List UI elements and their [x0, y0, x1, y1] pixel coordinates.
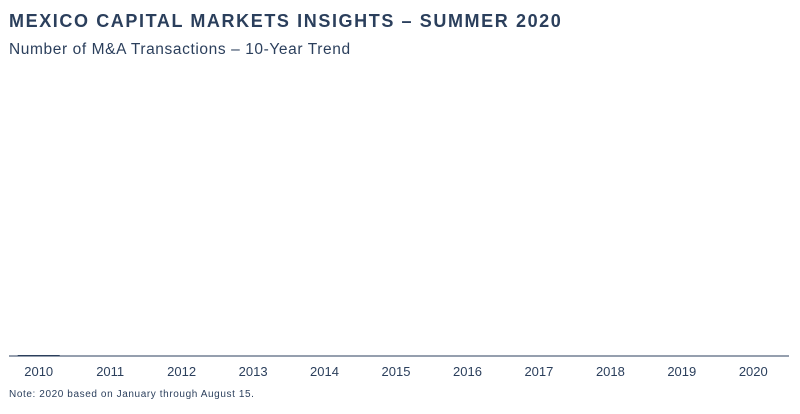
x-tick-label-2015: 2015	[382, 364, 411, 379]
x-tick-label-2013: 2013	[239, 364, 268, 379]
x-tick-label-2020: 2020	[739, 364, 768, 379]
x-tick-label-2019: 2019	[667, 364, 696, 379]
x-tick-label-2018: 2018	[596, 364, 625, 379]
x-tick-label-2010: 2010	[24, 364, 53, 379]
x-tick-label-2016: 2016	[453, 364, 482, 379]
x-tick-label-2012: 2012	[167, 364, 196, 379]
x-axis-tick-labels: 2010 2011 2012 2013 2014 2015 2016 2017 2018 2019…	[24, 364, 768, 379]
x-tick-label-2017: 2017	[524, 364, 553, 379]
x-tick-label-2011: 2011	[96, 364, 124, 379]
footnote: Note: 2020 based on January through Augu…	[9, 389, 255, 400]
x-tick-label-2014: 2014	[310, 364, 339, 379]
chart-subtitle: Number of M&A Transactions – 10-Year Tre…	[9, 41, 351, 58]
chart-title: MEXICO CAPITAL MARKETS INSIGHTS – SUMMER…	[9, 11, 563, 31]
